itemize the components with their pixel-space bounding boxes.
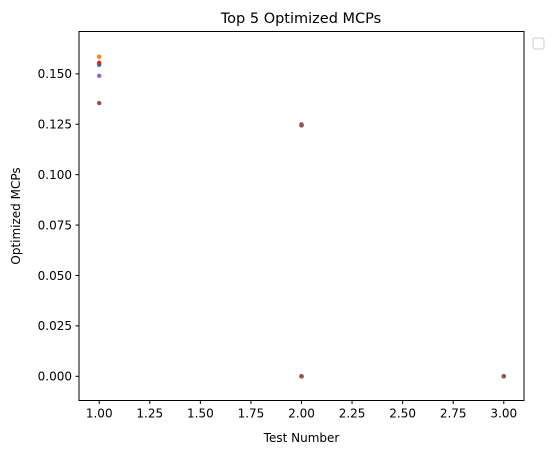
scatter-point	[97, 60, 102, 65]
scatter-point	[97, 54, 102, 59]
scatter-point	[299, 123, 304, 128]
x-tick-label: 2.00	[288, 407, 315, 421]
x-tick-label: 1.50	[187, 407, 214, 421]
x-tick-label: 3.00	[490, 407, 517, 421]
y-axis-label: Optimized MCPs	[9, 167, 23, 264]
x-axis: 1.00 1.25 1.50 1.75 2.00 2.25 2.50 2.75 3.00	[86, 400, 517, 421]
y-tick-label: 0.000	[38, 370, 72, 384]
x-tick-label: 2.25	[339, 407, 366, 421]
points-layer	[97, 54, 506, 379]
scatter-point	[299, 374, 304, 379]
x-tick-label: 1.00	[86, 407, 113, 421]
x-tick-label: 2.50	[389, 407, 416, 421]
scatter-series-5	[97, 100, 506, 379]
y-tick-label: 0.125	[38, 118, 72, 132]
scatter-point	[97, 100, 102, 106]
x-tick-label: 1.75	[238, 407, 265, 421]
scatter-point	[501, 374, 506, 379]
x-tick-label: 2.75	[440, 407, 467, 421]
legend-box	[532, 37, 545, 50]
y-axis: 0.000 0.025 0.050 0.075 0.100 0.125 0.150	[38, 67, 79, 384]
scatter-point	[97, 73, 102, 79]
x-axis-label: Test Number	[263, 431, 340, 445]
chart-title: Top 5 Optimized MCPs	[220, 11, 381, 27]
y-tick-label: 0.100	[38, 168, 72, 182]
y-tick-label: 0.050	[38, 269, 72, 283]
x-tick-label: 1.25	[136, 407, 163, 421]
y-tick-label: 0.150	[38, 67, 72, 81]
y-tick-label: 0.025	[38, 319, 72, 333]
y-tick-label: 0.075	[38, 218, 72, 232]
